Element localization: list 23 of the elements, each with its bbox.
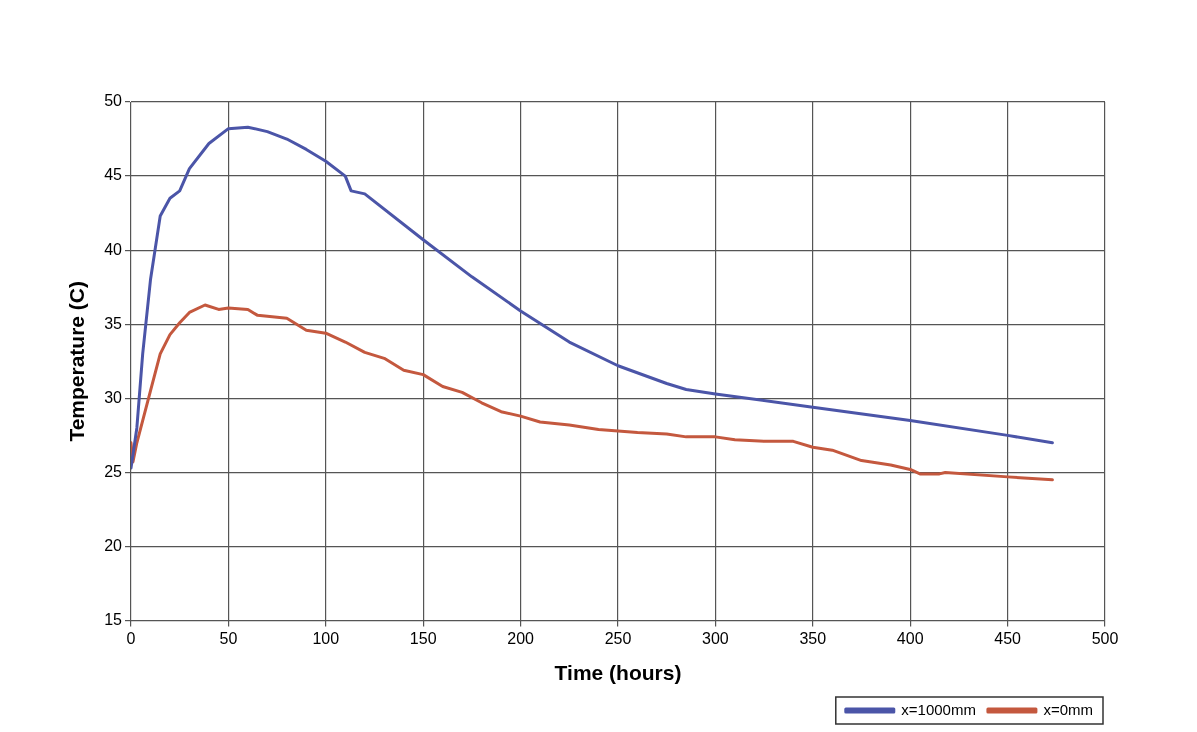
x-axis-title: Time (hours): [554, 661, 682, 685]
x-tick-label: 100: [312, 629, 340, 647]
x-tick-label: 200: [507, 629, 535, 647]
x-tick-label: 150: [409, 629, 437, 647]
y-tick-label: 40: [104, 240, 123, 258]
y-tick-label: 30: [104, 388, 123, 406]
x-tick-label: 450: [994, 629, 1022, 647]
x-tick-label: 50: [219, 629, 238, 647]
y-tick-label: 15: [104, 611, 123, 629]
y-tick-label: 50: [104, 92, 123, 110]
x-tick-label: 400: [896, 629, 924, 647]
x-tick-label: 300: [702, 629, 729, 647]
x-tick-label: 0: [126, 629, 136, 647]
legend-label: x=1000mm: [901, 700, 976, 718]
x-tick-label: 350: [799, 629, 827, 647]
y-tick-label: 35: [104, 314, 123, 332]
y-tick-label: 45: [104, 166, 123, 184]
y-tick-label: 25: [104, 462, 123, 480]
x-tick-label: 250: [604, 629, 632, 647]
legend-label: x=0mm: [1043, 700, 1093, 718]
y-axis-title: Temperature (C): [65, 280, 89, 442]
y-tick-label: 20: [104, 536, 123, 554]
x-tick-label: 500: [1091, 629, 1119, 647]
